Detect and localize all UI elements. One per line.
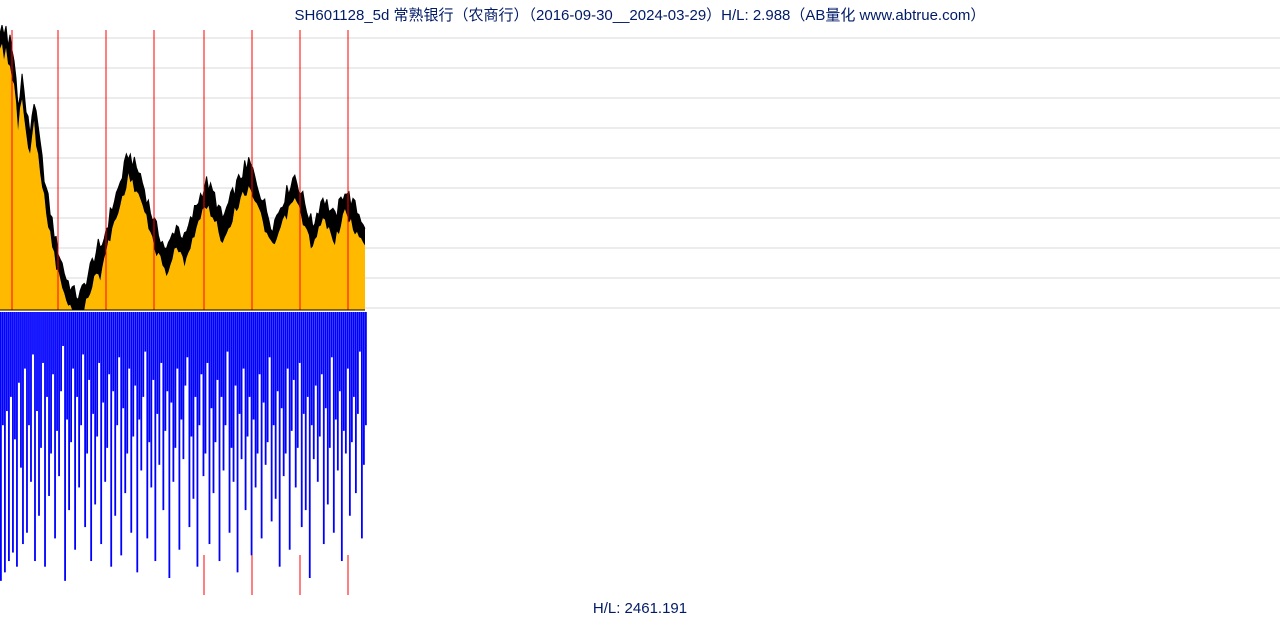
chart-title: SH601128_5d 常熟银行（农商行）（2016-09-30__2024-0… — [0, 4, 1280, 25]
chart-footer: H/L: 2461.191 — [0, 600, 1280, 617]
chart-area — [0, 25, 1280, 595]
stock-chart-svg — [0, 25, 1280, 595]
